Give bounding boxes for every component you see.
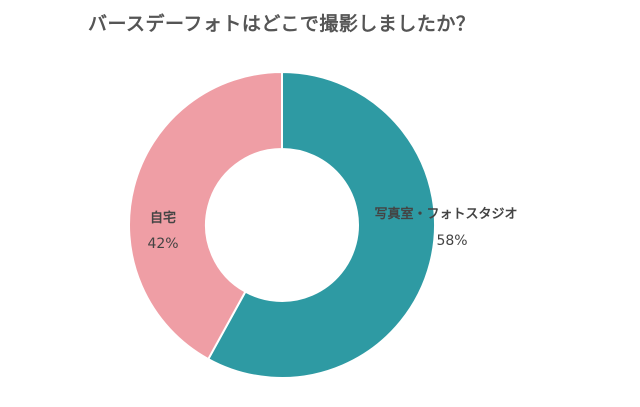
slice-labels: 写真室・フォトスタジオ 58% 自宅 42% — [147, 206, 517, 252]
slice-value-2: 42% — [147, 236, 178, 252]
chart-title: バースデーフォトはどこで撮影しましたか？ — [88, 13, 476, 35]
slice-label-1: 写真室・フォトスタジオ — [374, 206, 517, 222]
donut-slice-1 — [206, 70, 436, 379]
slice-label-2: 自宅 — [150, 210, 176, 226]
donut-slice-2 — [128, 70, 283, 361]
donut-slices — [128, 70, 436, 379]
slice-value-1: 58% — [436, 233, 467, 249]
